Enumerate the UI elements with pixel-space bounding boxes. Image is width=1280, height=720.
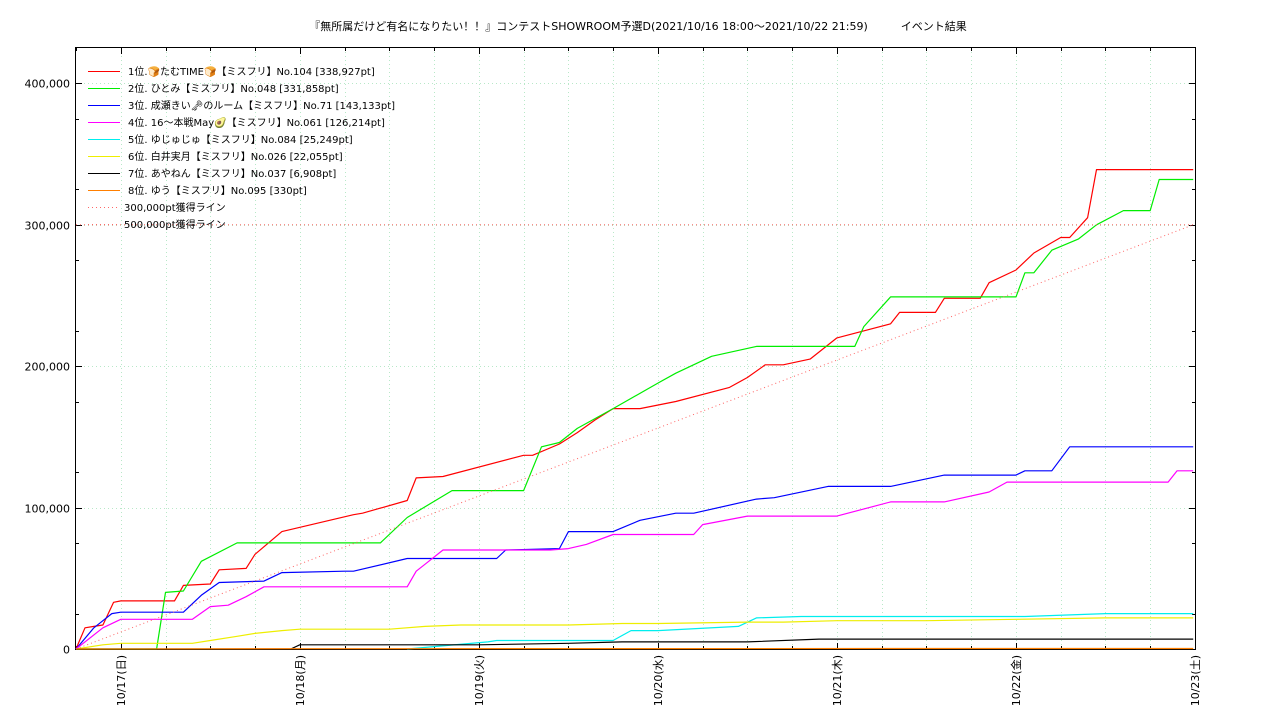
legend-label: 6位. 白井実月【ミスフリ】No.026 [22,055pt]	[128, 150, 343, 163]
legend-label: 7位. あやねん【ミスフリ】No.037 [6,908pt]	[128, 167, 336, 180]
legend-label: 8位. ゆう【ミスフリ】No.095 [330pt]	[128, 184, 307, 197]
series-line-4	[75, 470, 1194, 650]
x-tick-label: 10/23(土)	[1189, 655, 1202, 706]
series-line-3	[75, 446, 1194, 650]
legend-label: 2位. ひとみ【ミスフリ】No.048 [331,858pt]	[128, 82, 339, 95]
x-tick-label: 10/21(木)	[831, 655, 844, 706]
series-line-8	[75, 647, 1194, 650]
legend-label: 5位. ゆじゅじゅ【ミスフリ】No.084 [25,249pt]	[128, 133, 353, 146]
legend-label: 300,000pt獲得ライン	[124, 201, 226, 214]
y-tick-label: 0	[63, 644, 70, 657]
chart-title: 『無所属だけど有名になりたい！！』コンテストSHOWROOM予選D(2021/1…	[309, 19, 966, 33]
y-tick-label: 200,000	[25, 361, 71, 374]
series-line-1	[75, 169, 1194, 650]
grid	[76, 48, 1195, 649]
plot-frame	[75, 47, 1196, 650]
x-tick-label: 10/19(火)	[473, 655, 486, 706]
x-axis: 10/17(日) 10/18(月) 10/19(火) 10/20(水) 10/21(木)…	[76, 48, 1202, 706]
legend-label: 1位.🍞たむTIME🍞【ミスフリ】No.104 [338,927pt]	[128, 65, 375, 78]
y-tick-label: 100,000	[25, 503, 71, 516]
series-group	[75, 169, 1194, 650]
x-tick-label: 10/18(月)	[294, 655, 307, 706]
x-tick-label: 10/20(水)	[652, 655, 665, 706]
legend: 1位.🍞たむTIME🍞【ミスフリ】No.104 [338,927pt] 2位. ひ…	[88, 65, 395, 231]
y-axis: 0 100,000 200,000 300,000 400,000	[25, 78, 1195, 657]
x-tick-label: 10/17(日)	[115, 655, 128, 706]
series-line-6	[75, 617, 1194, 650]
y-tick-label: 400,000	[25, 78, 71, 91]
legend-label: 3位. 成瀬きい🗝のルーム【ミスフリ】No.71 [143,133pt]	[128, 99, 395, 112]
series-line-7	[76, 638, 1194, 650]
series-line-2	[76, 178, 1194, 650]
x-tick-label: 10/22(金)	[1009, 655, 1023, 706]
legend-label: 500,000pt獲得ライン	[124, 218, 226, 231]
legend-label: 4位. 16〜本戦May🥑【ミスフリ】No.061 [126,214pt]	[128, 116, 385, 129]
series-line-9	[75, 224, 1194, 650]
y-tick-label: 300,000	[25, 220, 71, 233]
